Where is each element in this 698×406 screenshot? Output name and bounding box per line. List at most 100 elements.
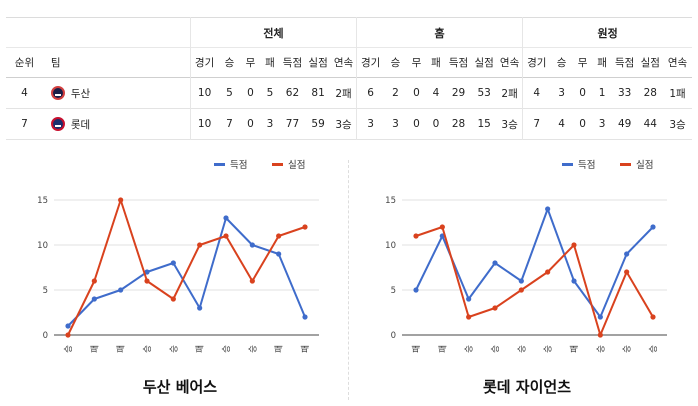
doosan-data-point[interactable] (223, 215, 229, 221)
lotte-data-point[interactable] (545, 206, 551, 212)
doosan-data-point[interactable] (302, 224, 308, 230)
doosan-data-point[interactable] (170, 260, 176, 266)
lotte-data-point[interactable] (571, 242, 577, 248)
lotte-data-point[interactable] (545, 269, 551, 275)
team-cell[interactable]: 롯데 (43, 109, 191, 140)
team-name: 롯데 (70, 118, 91, 131)
lotte-x-tick-label: 패 (569, 345, 580, 353)
doosan-data-point[interactable] (223, 233, 229, 239)
away-header-losses: 패 (597, 57, 607, 69)
doosan-data-point[interactable] (302, 314, 308, 320)
home-games-cell: 6 (356, 77, 385, 109)
total-header-losses: 패 (265, 57, 275, 69)
lotte-legend-label: 득점 (578, 159, 595, 171)
team-cell[interactable]: 두산 (43, 78, 191, 109)
doosan-x-tick-label: 승 (64, 345, 74, 353)
lotte-line-chart: 0 5 10 15 패 패 승 승 승 승 패 승 승 승 득점 실점 (362, 150, 682, 365)
lotte-x-tick-label: 승 (649, 345, 659, 353)
doosan-line-chart: 0 5 10 15 승 패 패 승 승 패 승 승 패 패 득점 실점 (14, 150, 334, 365)
table-row: 7 롯데 10 7 0 3 77 59 3승 3 3 0 0 28 15 3승 … (6, 108, 692, 140)
doosan-data-point[interactable] (65, 332, 71, 338)
lotte-data-point[interactable] (597, 314, 603, 320)
lotte-data-point[interactable] (492, 305, 498, 311)
lotte-legend-swatch (620, 163, 631, 166)
lotte-chart-title: 롯데 자이언츠 (482, 378, 572, 396)
away-runs-allowed-cell: 44 (643, 118, 657, 130)
lotte-data-point[interactable] (413, 233, 419, 239)
lotte-data-point[interactable] (518, 278, 524, 284)
lotte-data-point[interactable] (571, 278, 577, 284)
doosan-data-point[interactable] (118, 287, 124, 293)
home-runs-allowed-cell: 15 (477, 118, 491, 130)
doosan-legend-swatch (272, 163, 283, 166)
lotte-chart-svg: 0 5 10 15 패 패 승 승 승 승 패 승 승 승 득점 실점 (385, 159, 667, 353)
group-header-row: 전체 홈 원정 (6, 17, 692, 48)
lotte-logo-icon (50, 117, 65, 131)
group-header-away: 원정 (522, 17, 692, 48)
doosan-data-point[interactable] (276, 233, 282, 239)
home-games-cell: 3 (356, 108, 385, 140)
doosan-data-point[interactable] (197, 242, 203, 248)
doosan-y-tick-label: 15 (37, 196, 48, 206)
group-header-home: 홈 (356, 17, 523, 48)
away-header-games: 경기 (522, 47, 551, 78)
away-losses-cell: 1 (598, 87, 606, 99)
doosan-legend-label: 실점 (288, 159, 305, 171)
home-header-losses: 패 (431, 57, 441, 69)
lotte-x-tick-label: 패 (411, 345, 422, 353)
doosan-data-point[interactable] (276, 251, 282, 257)
total-streak-cell: 2패 (335, 87, 352, 100)
lotte-data-point[interactable] (466, 296, 472, 302)
chart-divider (348, 160, 349, 400)
team-name: 두산 (70, 87, 91, 100)
doosan-data-point[interactable] (91, 278, 97, 284)
home-header-runs-scored: 득점 (448, 57, 469, 69)
lotte-data-point[interactable] (492, 260, 498, 266)
doosan-data-point[interactable] (144, 269, 150, 275)
home-wins-cell: 3 (392, 118, 399, 130)
lotte-x-tick-label: 승 (596, 345, 606, 353)
doosan-data-point[interactable] (65, 323, 71, 329)
away-games-cell: 7 (522, 108, 551, 140)
lotte-data-point[interactable] (624, 269, 630, 275)
away-header-runs-allowed: 실점 (640, 57, 660, 69)
lotte-y-tick-label: 10 (385, 241, 396, 251)
home-runs-scored-cell: 28 (451, 118, 466, 130)
doosan-logo-icon (50, 86, 65, 100)
doosan-data-point[interactable] (91, 296, 97, 302)
lotte-x-tick-label: 승 (544, 345, 554, 353)
total-header-draws: 무 (245, 57, 256, 69)
doosan-x-tick-label: 패 (116, 345, 127, 353)
lotte-data-point[interactable] (413, 287, 419, 293)
away-losses-cell: 3 (598, 118, 606, 130)
lotte-data-point[interactable] (650, 224, 656, 230)
lotte-data-point[interactable] (466, 314, 472, 320)
lotte-x-tick-label: 패 (437, 345, 448, 353)
doosan-data-point[interactable] (170, 296, 176, 302)
doosan-data-point[interactable] (118, 197, 124, 203)
total-header-games: 경기 (190, 47, 219, 78)
doosan-data-point[interactable] (144, 278, 150, 284)
doosan-data-point[interactable] (249, 242, 255, 248)
total-header-runs-scored: 득점 (282, 57, 303, 69)
lotte-data-point[interactable] (439, 224, 445, 230)
doosan-x-tick-label: 승 (222, 345, 232, 353)
doosan-x-tick-label: 승 (169, 345, 179, 353)
total-runs-allowed-cell: 81 (311, 87, 325, 99)
lotte-data-point[interactable] (624, 251, 630, 257)
home-header-streak: 연속 (499, 57, 520, 69)
doosan-x-tick-label: 승 (143, 345, 153, 353)
doosan-data-point[interactable] (197, 305, 203, 311)
doosan-data-point[interactable] (249, 278, 255, 284)
lotte-legend-label: 실점 (636, 159, 653, 171)
lotte-series-line (415, 208, 654, 318)
lotte-data-point[interactable] (597, 332, 603, 338)
lotte-data-point[interactable] (650, 314, 656, 320)
lotte-data-point[interactable] (518, 287, 524, 293)
total-header-streak: 연속 (333, 57, 354, 69)
lotte-x-tick-label: 승 (623, 345, 633, 353)
doosan-x-tick-label: 패 (274, 345, 285, 353)
team-header: 팀 (50, 57, 61, 69)
lotte-series-line (415, 226, 654, 336)
away-draws-cell: 0 (579, 87, 586, 99)
